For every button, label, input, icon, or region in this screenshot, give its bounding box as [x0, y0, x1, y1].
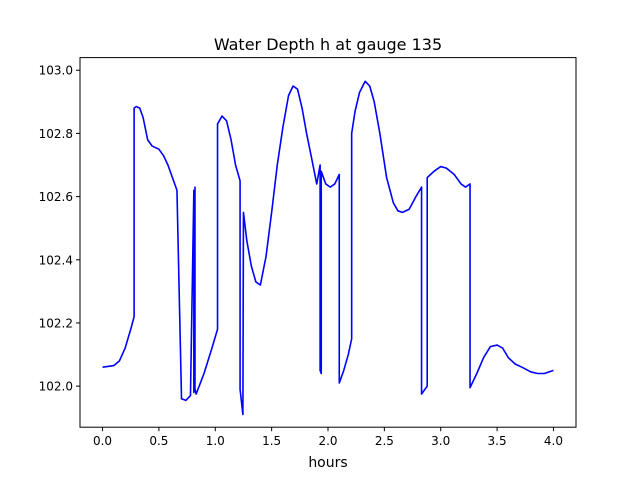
plot-frame	[79, 57, 577, 428]
plot-area	[102, 80, 554, 416]
x-tick-label: 1.5	[262, 434, 281, 448]
x-tick-label: 0.0	[93, 434, 112, 448]
x-tick-label: 1.0	[206, 434, 225, 448]
y-tick-label: 102.2	[39, 316, 73, 330]
y-tick-label: 102.4	[39, 253, 73, 267]
y-tick-label: 102.0	[39, 380, 73, 394]
y-tick-label: 102.8	[39, 127, 73, 141]
y-tick-label: 102.6	[39, 190, 73, 204]
x-tick-label: 3.0	[431, 434, 450, 448]
x-axis: 0.0 0.5 1.0 1.5 2.0 2.5 3.0 3.5 4.0	[93, 427, 563, 448]
x-axis-label: hours	[308, 455, 347, 471]
chart-title: Water Depth h at gauge 135	[214, 35, 442, 54]
series-line-0	[102, 80, 554, 416]
x-tick-label: 0.5	[149, 434, 168, 448]
x-tick-label: 3.5	[488, 434, 507, 448]
x-tick-label: 2.5	[375, 434, 394, 448]
x-tick-label: 2.0	[318, 434, 337, 448]
y-axis: 102.0 102.2 102.4 102.6 102.8 103.0	[39, 64, 80, 394]
x-tick-label: 4.0	[544, 434, 563, 448]
y-tick-label: 103.0	[39, 64, 73, 78]
